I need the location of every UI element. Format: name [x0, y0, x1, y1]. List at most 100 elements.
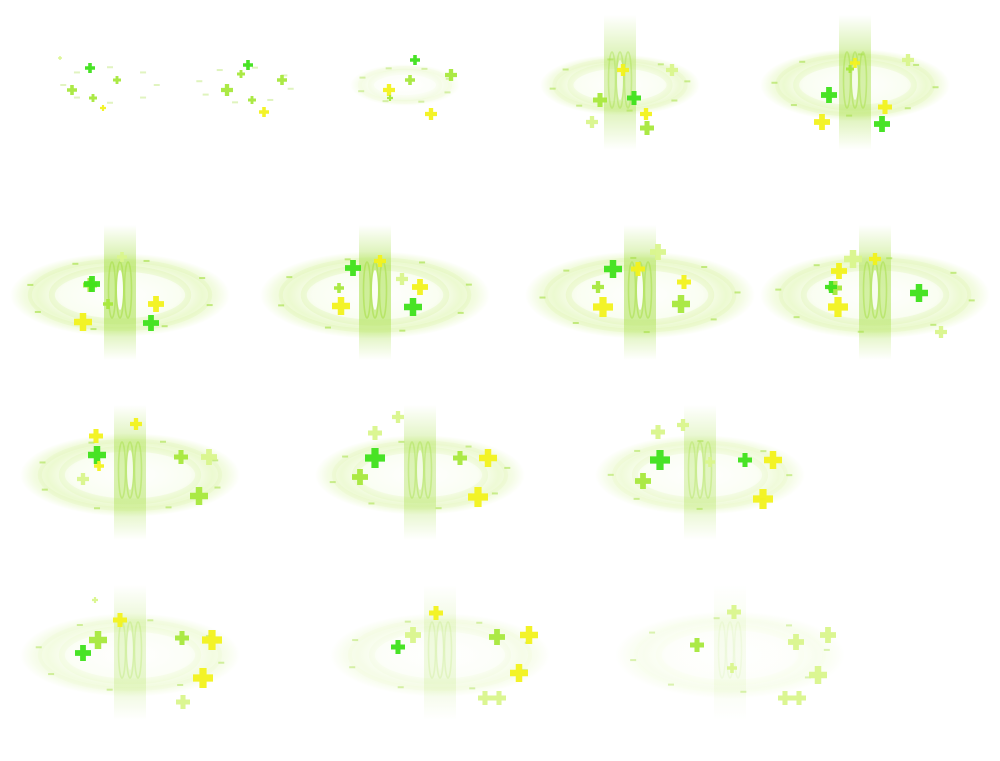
sparkle-dash: [786, 474, 793, 477]
plus-cross-icon: [510, 664, 528, 682]
sparkle-dash: [562, 68, 569, 71]
sparkle-dash: [140, 96, 147, 99]
plus-cross-icon: [809, 666, 827, 684]
plus-cross-icon: [103, 299, 113, 309]
plus-cross-icon: [201, 449, 217, 465]
plus-cross-icon: [92, 597, 98, 603]
sparkle-dash: [143, 259, 150, 262]
light-pillar: [714, 585, 746, 720]
sparkle-dash: [199, 277, 206, 280]
sparkle-dash: [88, 441, 95, 444]
plus-cross-icon: [429, 606, 443, 620]
sparkle-dash: [202, 93, 209, 96]
sparkle-dash: [27, 283, 34, 286]
pillar-core: [637, 270, 643, 310]
plus-cross-icon: [640, 108, 652, 120]
sparkle-dash: [465, 445, 472, 448]
plus-cross-icon: [405, 75, 415, 85]
sparkle-dash: [76, 624, 83, 627]
pillar-core: [372, 270, 378, 310]
plus-cross-icon: [374, 255, 386, 267]
sparkle-dash: [159, 440, 166, 443]
sparkle-dash: [418, 100, 425, 103]
pillar-streak: [107, 261, 117, 319]
sparkle-dash: [106, 688, 113, 691]
sparkle-dash: [435, 507, 442, 510]
plus-cross-icon: [846, 65, 854, 73]
pillar-streak: [858, 51, 868, 109]
plus-cross-icon: [404, 298, 422, 316]
sparkle-dash: [329, 481, 336, 484]
sparkle-dash: [775, 288, 782, 291]
sparkle-dash: [445, 77, 452, 80]
pillar-streak: [443, 621, 453, 679]
sparkle-dash: [671, 99, 678, 102]
plus-cross-icon: [814, 114, 830, 130]
plus-cross-icon: [383, 84, 395, 96]
sparkle-dash: [206, 304, 213, 307]
plus-cross-icon: [392, 411, 404, 423]
plus-cross-icon: [175, 631, 189, 645]
frame-4: [490, 0, 750, 170]
pillar-streak: [423, 441, 433, 499]
sparkle-dash: [352, 639, 359, 642]
pillar-streak: [842, 51, 852, 109]
plus-cross-icon: [492, 691, 506, 705]
sparkle-dash: [251, 66, 258, 69]
sparkle-dash: [649, 631, 656, 634]
pillar-streak: [643, 261, 653, 319]
frame-1: [0, 0, 240, 170]
frame-7: [245, 200, 505, 380]
plus-cross-icon: [74, 313, 92, 331]
plus-cross-icon: [130, 418, 142, 430]
sparkle-dash: [539, 296, 546, 299]
plus-cross-icon: [88, 446, 106, 464]
sparkle-dash: [790, 104, 797, 107]
plus-cross-icon: [844, 250, 862, 268]
sparkle-dash: [267, 98, 274, 101]
sparkle-dash: [107, 66, 113, 69]
sparkle-dash: [34, 310, 41, 313]
frame-15: [600, 560, 860, 740]
sparkle-dash: [465, 283, 472, 286]
sparkle-dash: [140, 71, 147, 74]
plus-cross-icon: [221, 84, 233, 96]
pillar-streak: [362, 261, 372, 319]
pillar-streak: [627, 261, 637, 319]
pillar-streak: [125, 621, 135, 679]
sparkle-dash: [359, 76, 366, 79]
plus-cross-icon: [738, 453, 752, 467]
pillar-streak: [717, 621, 727, 679]
sparkle-dash: [399, 329, 406, 332]
pillar-streak: [117, 441, 127, 499]
plus-cross-icon: [345, 260, 361, 276]
pillar-streak: [878, 261, 888, 319]
sparkle-dash: [886, 257, 893, 260]
sparkle-dash: [73, 71, 80, 74]
pillar-core: [697, 450, 703, 490]
plus-cross-icon: [174, 450, 188, 464]
sparkle-dash: [153, 84, 160, 86]
pillar-streak: [435, 621, 445, 679]
frame-2: [115, 0, 375, 170]
plus-cross-icon: [593, 93, 607, 107]
plus-cross-icon: [586, 116, 598, 128]
sparkle-dash: [385, 67, 392, 70]
sparkle-dash: [476, 621, 483, 624]
sparkle-dash: [930, 323, 937, 326]
plus-cross-icon: [910, 284, 928, 302]
plus-cross-icon: [792, 691, 806, 705]
pillar-streak: [427, 621, 437, 679]
sparkle-dash: [218, 661, 225, 664]
plus-cross-icon: [617, 64, 629, 76]
plus-cross-icon: [651, 425, 665, 439]
plus-cross-icon: [677, 419, 689, 431]
plus-cross-icon: [479, 449, 497, 467]
sparkle-dash: [48, 673, 55, 676]
sparkle-dash: [913, 63, 920, 66]
plus-cross-icon: [75, 645, 91, 661]
sparkle-dash: [950, 271, 957, 274]
plus-cross-icon: [148, 296, 164, 312]
plus-cross-icon: [850, 58, 860, 68]
sparkle-dash: [419, 261, 426, 264]
